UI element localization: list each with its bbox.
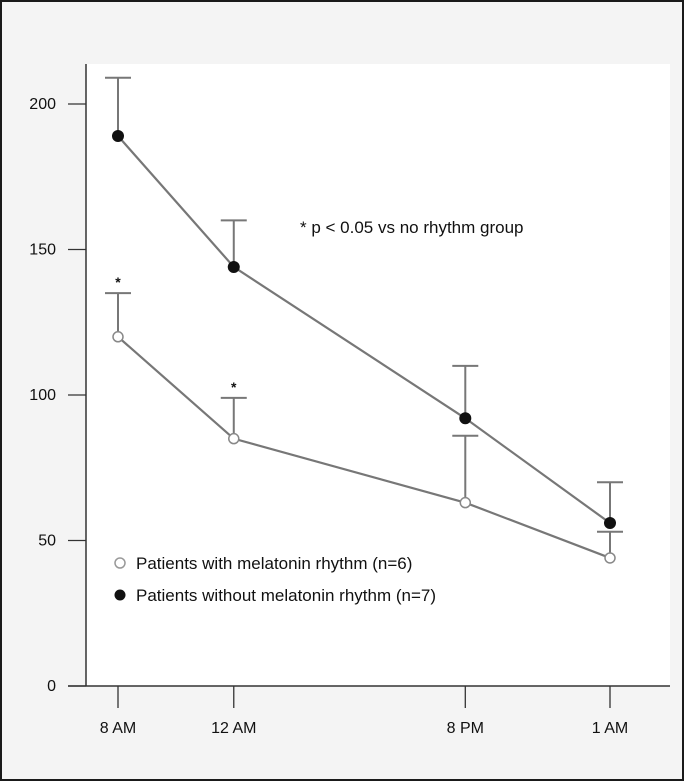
data-point-filled (227, 260, 240, 273)
x-tick-label: 8 PM (447, 720, 484, 737)
data-point-open (604, 552, 616, 564)
x-tick-label: 12 AM (211, 720, 256, 737)
legend: Patients with melatonin rhythm (n=6) Pat… (114, 554, 436, 605)
data-point-filled (604, 517, 616, 530)
data-point-filled (459, 412, 472, 425)
y-axis-ticks: 0 50 100 150 200 (29, 96, 86, 695)
y-tick-label: 150 (29, 242, 56, 259)
legend-open-circle-marker (114, 557, 126, 569)
significance-star: * (115, 274, 121, 290)
series-line (117, 135, 611, 524)
significance-marks: ** (115, 274, 237, 395)
y-tick-label: 0 (47, 678, 56, 695)
legend-label-with-rhythm: Patients with melatonin rhythm (n=6) (136, 554, 412, 573)
data-point-open (228, 432, 240, 445)
y-tick-label: 100 (29, 387, 56, 404)
legend-label-without-rhythm: Patients without melatonin rhythm (n=7) (136, 586, 436, 605)
significance-star: * (231, 379, 237, 395)
x-tick-label: 1 AM (592, 720, 628, 737)
significance-note: * p < 0.05 vs no rhythm group (300, 218, 524, 237)
y-tick-label: 200 (29, 96, 56, 113)
series-layer (105, 76, 623, 564)
y-tick-label: 50 (38, 533, 56, 550)
data-point-open (459, 496, 472, 509)
series-line (117, 335, 611, 559)
data-point-open (112, 331, 124, 343)
x-axis-ticks: 8 AM 12 AM 8 PM 1 AM (100, 686, 628, 737)
x-tick-label: 8 AM (100, 720, 136, 737)
plot-area (86, 64, 670, 686)
legend-filled-circle-marker (114, 589, 126, 601)
data-point-filled (112, 130, 124, 143)
